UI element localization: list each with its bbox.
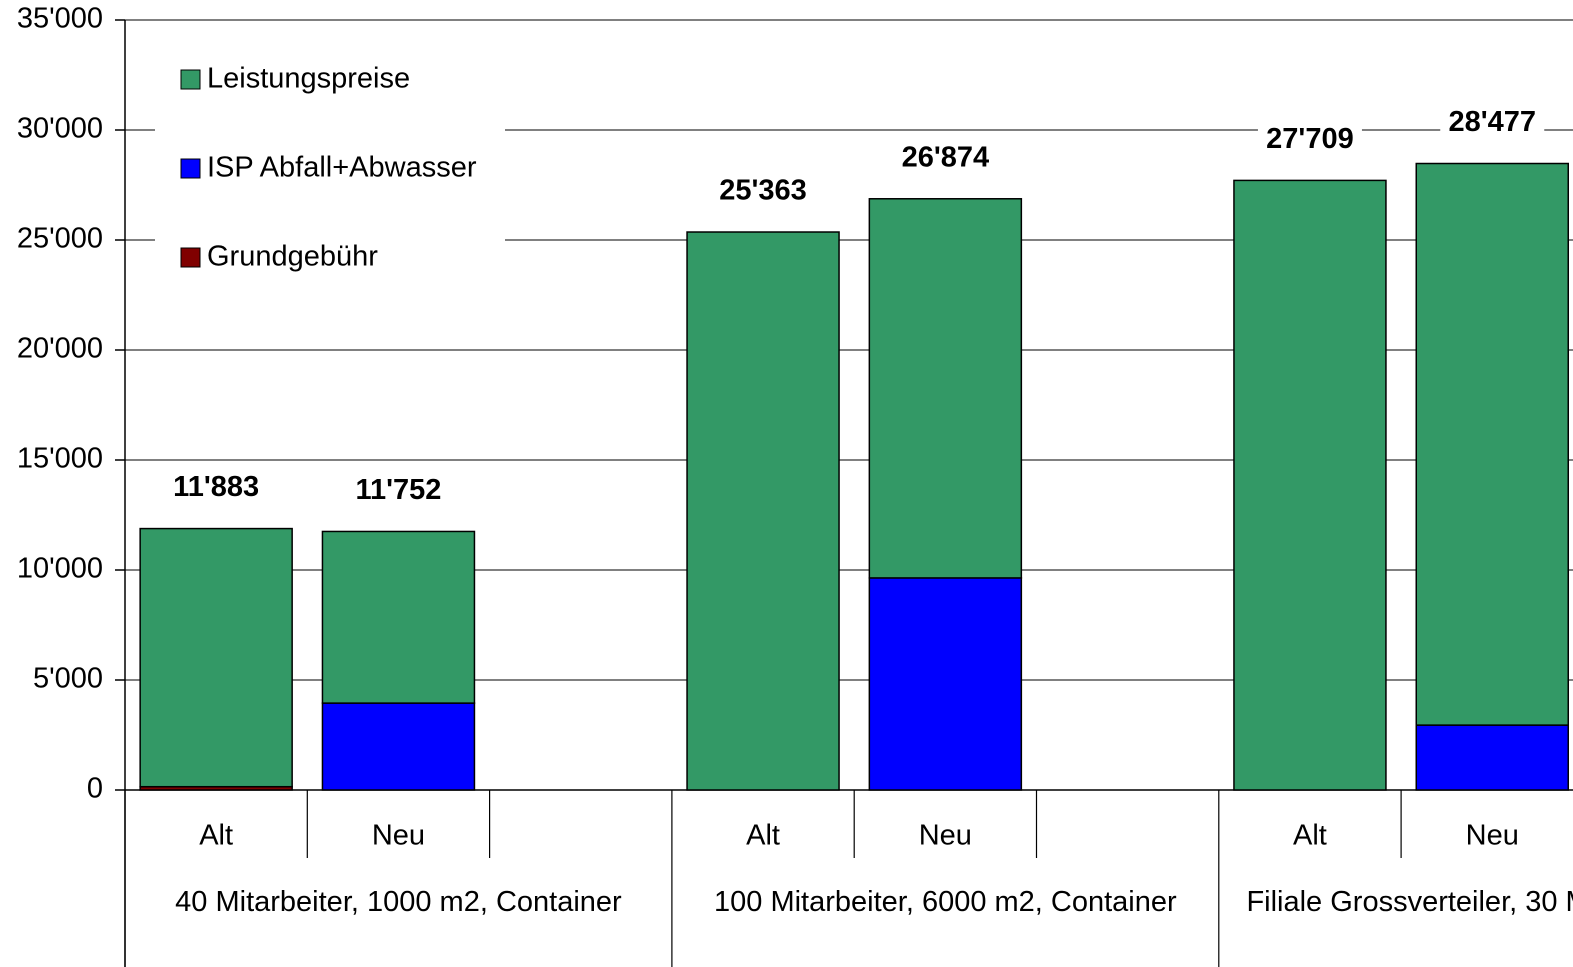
legend-swatch: [180, 158, 201, 179]
x-tick-label: Neu: [372, 820, 425, 852]
y-tick-label: 10'000: [17, 553, 103, 585]
label-bg: [346, 473, 451, 510]
x-tick-label: Alt: [746, 820, 780, 852]
legend-label: ISP Abfall+Abwasser: [207, 152, 477, 184]
bar-segment: [321, 702, 476, 791]
y-tick-label: 30'000: [17, 113, 103, 145]
x-tick-label: Alt: [199, 820, 233, 852]
group-label: 40 Mitarbeiter, 1000 m2, Container: [175, 886, 622, 918]
y-tick-label: 15'000: [17, 443, 103, 475]
bar-segment: [686, 231, 840, 791]
legend-label: Leistungspreise: [207, 63, 410, 95]
legend-bg: [155, 40, 505, 290]
label-bg: [711, 174, 816, 211]
bar-segment: [1415, 162, 1569, 726]
x-tick-label: Neu: [919, 820, 972, 852]
total-label: 26'874: [902, 141, 990, 173]
total-label: 25'363: [719, 175, 807, 207]
label-bg: [1440, 105, 1545, 142]
y-tick-label: 5'000: [33, 663, 103, 695]
label-bg: [164, 470, 269, 507]
total-label: 27'709: [1266, 123, 1354, 155]
bar-segment: [868, 577, 1023, 791]
total-label: 11'752: [355, 474, 441, 506]
legend-swatch: [180, 247, 201, 268]
total-label: 11'883: [173, 471, 259, 503]
total-label: 28'477: [1448, 106, 1536, 138]
bar-segment: [321, 530, 476, 704]
legend-label: Grundgebühr: [207, 241, 378, 273]
group-label: 100 Mitarbeiter, 6000 m2, Container: [714, 886, 1177, 918]
y-tick-label: 25'000: [17, 223, 103, 255]
y-tick-label: 0: [87, 773, 103, 805]
bar-segment: [868, 198, 1023, 579]
label-bg: [893, 140, 998, 177]
x-tick-label: Alt: [1293, 820, 1327, 852]
bar-segment: [139, 527, 293, 788]
bar-segment: [1415, 724, 1569, 791]
bar-segment: [1233, 179, 1387, 791]
y-tick-label: 20'000: [17, 333, 103, 365]
group-label: Filiale Grossverteiler, 30 MA, 3600 m2: [1246, 886, 1573, 918]
y-tick-label: 35'000: [17, 3, 103, 35]
legend-swatch: [180, 69, 201, 90]
x-tick-label: Neu: [1466, 820, 1519, 852]
label-bg: [1257, 122, 1362, 159]
